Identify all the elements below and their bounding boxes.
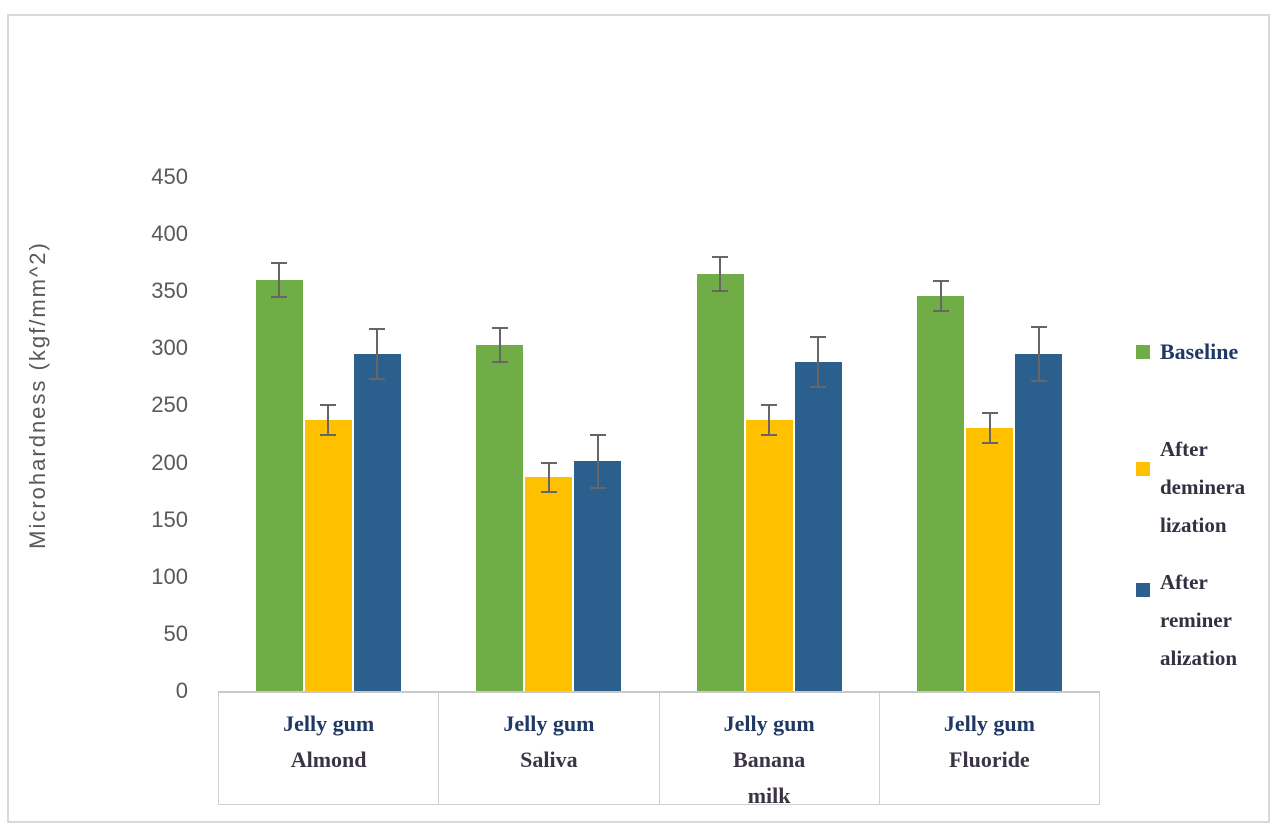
error-bar-cap: [491, 361, 508, 364]
bar-after-demineralization: [745, 420, 793, 691]
category-label-jelly-gum-banana-milk: Jelly gum Banana milk: [658, 693, 879, 808]
legend-label-line: deminera: [1160, 475, 1246, 499]
legend-label-line: reminer: [1160, 608, 1232, 632]
error-bar-cap: [271, 295, 288, 298]
bar-after-remineralization: [574, 461, 622, 691]
bar-after-demineralization: [304, 420, 352, 691]
y-axis-title: Microhardness (kgf/mm^2): [25, 241, 50, 549]
category-label-jelly-gum-fluoride: Jelly gum Fluoride: [878, 693, 1099, 804]
error-bar-cap: [712, 290, 729, 293]
error-bar-cap: [761, 404, 778, 407]
error-bar-cap: [320, 434, 337, 437]
legend-label-baseline: Baseline: [1160, 333, 1238, 371]
error-bar-cap: [491, 326, 508, 329]
y-tick-label: 100: [151, 563, 188, 589]
bar-baseline: [476, 344, 524, 691]
category-label-line: Fluoride: [949, 747, 1030, 772]
error-bar-cap: [540, 461, 557, 464]
error-bar-line: [376, 328, 379, 380]
error-bar-line: [939, 280, 942, 311]
y-tick-label: 0: [175, 678, 188, 703]
error-bar-line: [547, 462, 550, 493]
y-tick-label: 200: [151, 449, 188, 475]
legend-swatch-baseline: [1136, 345, 1150, 359]
error-bar-line: [278, 262, 281, 297]
error-bar-line: [719, 256, 722, 292]
error-bar-cap: [981, 442, 998, 445]
error-bar-line: [1037, 326, 1040, 382]
category-label-line: Jelly gum: [503, 711, 595, 736]
y-tick-label: 400: [151, 221, 188, 247]
category-label-line: Banana: [733, 747, 806, 772]
bar-after-remineralization: [353, 354, 401, 691]
error-bar-line: [498, 327, 501, 363]
error-bar-line: [817, 336, 820, 388]
category-label-line: Almond: [290, 747, 367, 772]
bar-after-demineralization: [966, 428, 1014, 691]
y-tick-label: 300: [151, 335, 188, 361]
error-bar-cap: [761, 434, 778, 437]
legend-label-line: lization: [1160, 513, 1227, 537]
bar-after-remineralization: [794, 362, 842, 691]
error-bar-cap: [589, 434, 606, 437]
y-tick-label: 150: [151, 506, 188, 532]
legend-label-line: After: [1160, 570, 1208, 594]
category-label-jelly-gum-saliva: Jelly gum Saliva: [438, 693, 658, 804]
legend-swatch-after-demineralization: [1136, 462, 1150, 476]
error-bar-cap: [981, 412, 998, 415]
category-label-line: Jelly gum: [943, 711, 1035, 736]
error-bar-line: [596, 435, 599, 488]
x-axis-category-box: Jelly gum Almond Jelly gum Saliva Jelly gum B…: [218, 691, 1100, 808]
error-bar-cap: [932, 309, 949, 312]
category-label-line: milk: [747, 783, 791, 808]
error-bar-cap: [712, 255, 729, 258]
bar-baseline: [696, 274, 744, 691]
error-bar-cap: [810, 386, 827, 389]
error-bar-line: [327, 405, 330, 436]
error-bar-cap: [271, 261, 288, 264]
legend-label-line: Baseline: [1160, 339, 1239, 364]
bar-baseline: [917, 295, 965, 691]
error-bar-cap: [589, 486, 606, 489]
figure-border: [7, 14, 1270, 823]
legend-label-after-demineralization: After deminera lization: [1160, 430, 1245, 544]
error-bar-line: [768, 405, 771, 436]
error-bar-cap: [320, 404, 337, 407]
bar-baseline: [255, 279, 303, 691]
category-label-line: Saliva: [520, 747, 578, 772]
error-bar-cap: [540, 491, 557, 494]
error-bar-cap: [810, 335, 827, 338]
bar-after-demineralization: [525, 477, 573, 691]
legend-label-line: After: [1160, 437, 1208, 461]
error-bar-cap: [1030, 380, 1047, 383]
legend-label-after-remineralization: After reminer alization: [1160, 563, 1237, 677]
y-tick-label: 350: [151, 278, 188, 304]
category-label-line: Jelly gum: [723, 711, 815, 736]
legend-label-line: alization: [1160, 646, 1237, 670]
y-tick-label: 50: [163, 620, 188, 646]
error-bar-cap: [1030, 325, 1047, 328]
category-label-jelly-gum-almond: Jelly gum Almond: [219, 693, 438, 804]
error-bar-cap: [369, 378, 386, 381]
error-bar-cap: [369, 327, 386, 330]
legend-swatch-after-remineralization: [1136, 583, 1150, 597]
error-bar-line: [988, 413, 991, 444]
y-tick-label: 250: [151, 392, 188, 418]
category-label-line: Jelly gum: [283, 711, 375, 736]
bar-after-remineralization: [1015, 354, 1063, 691]
error-bar-cap: [932, 279, 949, 282]
y-tick-label: 450: [151, 164, 188, 189]
